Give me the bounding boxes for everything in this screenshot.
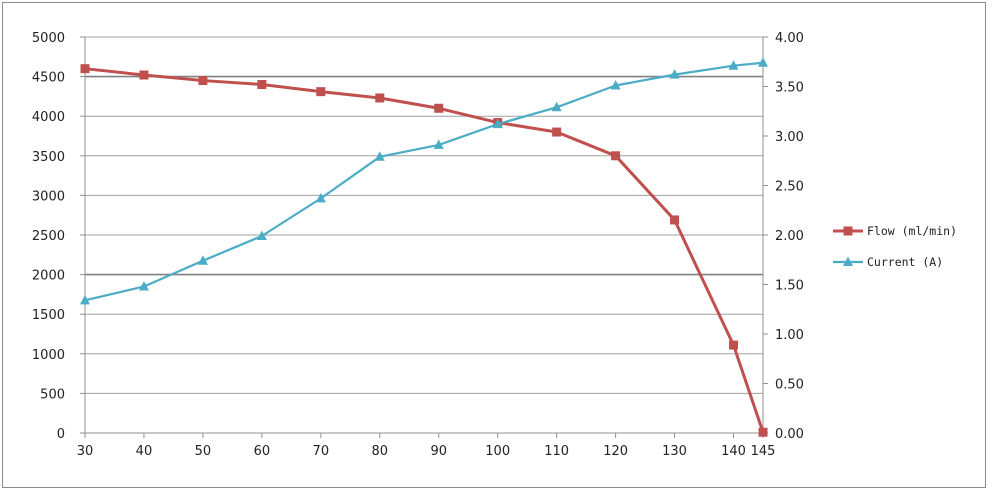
y-right-tick-label: 0.00	[775, 427, 804, 442]
flow-point	[758, 427, 768, 437]
flow-point	[139, 70, 149, 80]
x-tick-label: 120	[603, 444, 628, 459]
y-right-tick-label: 2.00	[775, 229, 804, 244]
y-left-tick-label: 3000	[32, 189, 65, 204]
current-point	[256, 230, 267, 240]
x-tick-label: 40	[136, 444, 153, 459]
flow-point	[257, 80, 267, 90]
x-tick-label: 100	[485, 444, 510, 459]
x-tick-label: 90	[430, 444, 447, 459]
y-left-tick-label: 1500	[32, 308, 65, 323]
current-point	[197, 255, 208, 265]
current-point	[315, 192, 326, 203]
current-point	[669, 69, 680, 79]
series-line-1	[84, 61, 764, 302]
flow-point	[434, 103, 444, 113]
x-tick-label: 30	[77, 444, 94, 459]
legend-marker-triangle	[843, 256, 853, 266]
chart-frame: 0 500 1000 1500 2000 2500 3000 3500 4000 4500 5000…	[2, 2, 986, 488]
legend: Flow (ml/min) Current (A)	[833, 224, 957, 269]
current-point	[80, 294, 90, 305]
y-right-tick-label: 1.00	[775, 328, 804, 343]
legend-label: Flow (ml/min)	[867, 224, 957, 238]
current-point	[374, 151, 385, 161]
flow-point	[375, 93, 385, 103]
axis-layer: 0 500 1000 1500 2000 2500 3000 3500 4000 4500 5000…	[32, 31, 804, 459]
x-tick-label: 80	[372, 444, 389, 459]
y-left-tick-label: 4500	[32, 71, 65, 86]
series-line-0	[84, 67, 765, 433]
y-left-tick-label: 1000	[32, 348, 65, 363]
x-tick-label: 145	[751, 444, 776, 459]
current-point	[610, 80, 621, 90]
y-right-tick-label: 2.50	[775, 180, 804, 195]
y-right-tick-label: 1.50	[775, 279, 804, 294]
current-point	[758, 57, 768, 67]
current-point	[728, 60, 739, 70]
flow-point	[611, 151, 621, 161]
y-left-tick-label: 2000	[32, 269, 65, 284]
y-right-tick-label: 0.50	[775, 378, 804, 393]
x-tick-label: 50	[195, 444, 212, 459]
series-layer	[80, 57, 768, 437]
x-tick-label: 110	[544, 444, 569, 459]
line-chart: 0 500 1000 1500 2000 2500 3000 3500 4000 4500 5000…	[32, 31, 957, 459]
y-left-tick-label: 5000	[32, 31, 65, 46]
y-right-tick-label: 4.00	[775, 31, 804, 46]
x-tick-label: 140	[721, 444, 746, 459]
flow-point	[80, 64, 90, 74]
flow-point	[729, 340, 739, 350]
y-right-tick-label: 3.00	[775, 130, 804, 145]
current-point	[433, 139, 444, 149]
legend-label: Current (A)	[867, 255, 943, 269]
flow-point	[198, 76, 208, 86]
y-left-tick-label: 500	[40, 387, 65, 402]
x-tick-label: 130	[662, 444, 687, 459]
current-point	[138, 280, 149, 291]
current-point	[492, 118, 503, 129]
flow-point	[316, 87, 326, 97]
flow-point	[552, 127, 562, 137]
legend-marker-square	[843, 226, 853, 236]
y-left-tick-label: 3500	[32, 150, 65, 165]
y-left-tick-label: 2500	[32, 229, 65, 244]
current-point	[551, 101, 562, 112]
x-tick-label: 70	[313, 444, 330, 459]
y-left-tick-label: 0	[57, 427, 65, 442]
flow-point	[670, 215, 680, 225]
y-left-tick-label: 4000	[32, 110, 65, 125]
grid-layer	[85, 36, 763, 434]
x-tick-label: 60	[254, 444, 271, 459]
y-right-tick-label: 3.50	[775, 81, 804, 96]
